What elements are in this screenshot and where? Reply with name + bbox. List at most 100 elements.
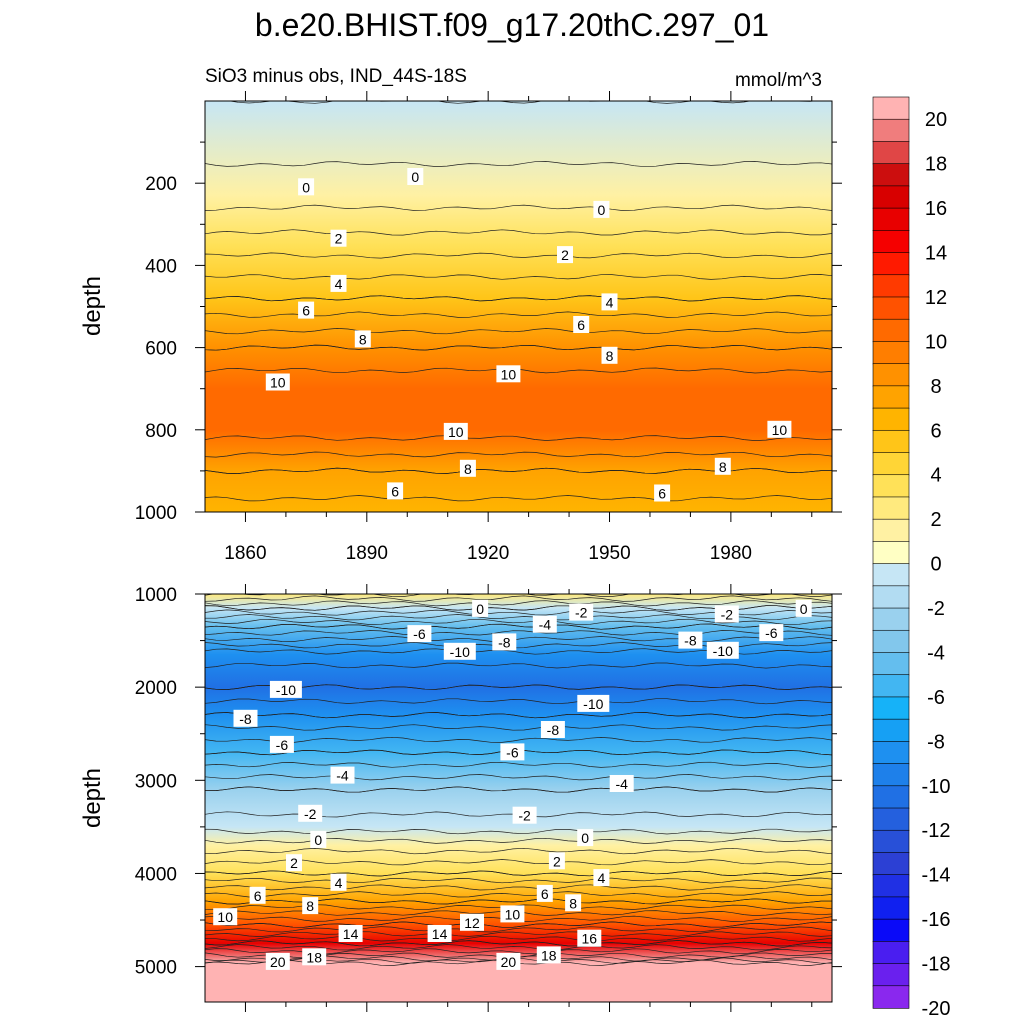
contour-label: 6 [536,884,553,902]
contour-label: 20 [265,952,290,970]
colorbar-label: -6 [927,687,945,709]
colorbar-swatch [872,274,910,298]
colorbar-label: -10 [922,776,951,798]
svg-text:-10: -10 [450,644,470,660]
contour-label: 10 [500,905,525,923]
contour-line [205,451,832,458]
colorbar-label: 4 [930,465,941,487]
svg-text:6: 6 [658,486,666,502]
contour-line [205,229,832,236]
colorbar-swatch [872,763,910,787]
svg-text:0: 0 [411,169,419,185]
svg-text:18: 18 [541,947,557,963]
colorbar-swatch [872,785,910,809]
contour-line [205,724,832,731]
contour-label: 6 [654,484,671,502]
colorbar-swatch [872,407,910,431]
colorbar-swatch [872,452,910,476]
contour-label: 6 [573,316,590,333]
svg-text:-10: -10 [713,643,733,659]
contour-line [205,467,832,474]
contour-label: 8 [302,897,319,915]
svg-text:8: 8 [359,331,367,347]
colorbar-label: 2 [930,509,941,531]
colorbar-swatch [872,429,910,454]
contour-line [205,891,832,898]
top-panel: 0 0 0 2 2 4 4 6 6 8 8 10 10 10 10 8 8 6 6 1860 1890 1920 1950… [79,91,842,564]
svg-text:4: 4 [335,276,343,292]
contour-line [205,101,832,104]
colorbar-swatch [872,118,910,143]
contour-label: 2 [548,852,565,870]
contour-label: 10 [265,373,290,391]
svg-text:12: 12 [464,915,480,931]
y-tick-label: 5000 [135,958,177,979]
contour-line [205,931,832,937]
svg-text:0: 0 [476,601,484,617]
svg-text:4: 4 [598,870,606,886]
svg-text:0: 0 [800,601,808,617]
contour-label: 8 [459,459,476,477]
contour-label: 0 [593,200,610,218]
svg-text:-4: -4 [539,617,552,633]
contour-line [205,712,832,719]
contour-label: 4 [330,274,347,292]
contour-line [205,630,832,636]
colorbar-label: -8 [927,731,945,753]
bottom-panel: 0 -2 -4 -2 0 -6 -6 -8 -8 -10 -10 -10 -10 -8 -8 -6 -6 -4 -4… [79,584,842,1012]
contour-line [205,204,832,211]
svg-text:8: 8 [606,348,614,364]
colorbar-label: -14 [922,865,951,887]
contour-line [205,662,832,669]
colorbar-swatch [872,230,910,254]
contour-label: -10 [443,642,476,660]
svg-text:8: 8 [464,461,472,477]
colorbar-swatch [872,496,910,520]
contour-label: -2 [298,804,323,822]
contour-line [205,600,832,607]
contour-label: 10 [213,908,238,926]
svg-text:-2: -2 [518,808,531,824]
contour-label: -2 [714,605,739,623]
contour-label: -10 [577,694,610,712]
svg-text:20: 20 [270,954,286,970]
subtitle-right: mmol/m^3 [735,70,822,91]
contour-line [205,870,832,877]
colorbar-swatch [872,674,910,698]
contour-line [205,623,832,630]
colorbar-swatch [872,141,910,165]
contour-label: 0 [577,829,594,847]
colorbar-label: 0 [930,554,941,576]
contour-label: 10 [496,365,521,383]
colorbar-swatch [872,363,910,387]
contour-label: -2 [512,806,537,824]
svg-text:14: 14 [343,926,359,942]
colorbar-label: 14 [925,243,947,265]
colorbar-swatch [872,696,910,720]
svg-text:10: 10 [448,424,464,440]
contour-line [205,344,832,351]
contour-label: 14 [338,925,363,942]
contour-label: 0 [472,599,489,617]
colorbar-label: -16 [922,909,951,931]
svg-text:-6: -6 [765,625,778,641]
contour-label: 0 [407,168,424,185]
svg-text:6: 6 [577,317,585,333]
contour-label: -6 [759,624,784,642]
colorbar-swatch [872,385,910,409]
contour-line [205,944,832,951]
contour-label: 10 [443,422,468,440]
contour-label: 20 [496,952,521,970]
y-tick-label: 4000 [135,864,177,885]
svg-text:-2: -2 [575,605,588,621]
colorbar-swatch [872,874,910,898]
contour-line [205,761,832,768]
contour-label: -8 [678,631,703,649]
contour-label: 10 [767,420,792,438]
colorbar-label: -18 [922,954,951,976]
contour-line [205,859,832,866]
colorbar-label: -4 [927,643,945,665]
contour-label: 2 [286,854,302,872]
svg-text:-8: -8 [547,722,560,738]
contour-line [205,926,832,933]
